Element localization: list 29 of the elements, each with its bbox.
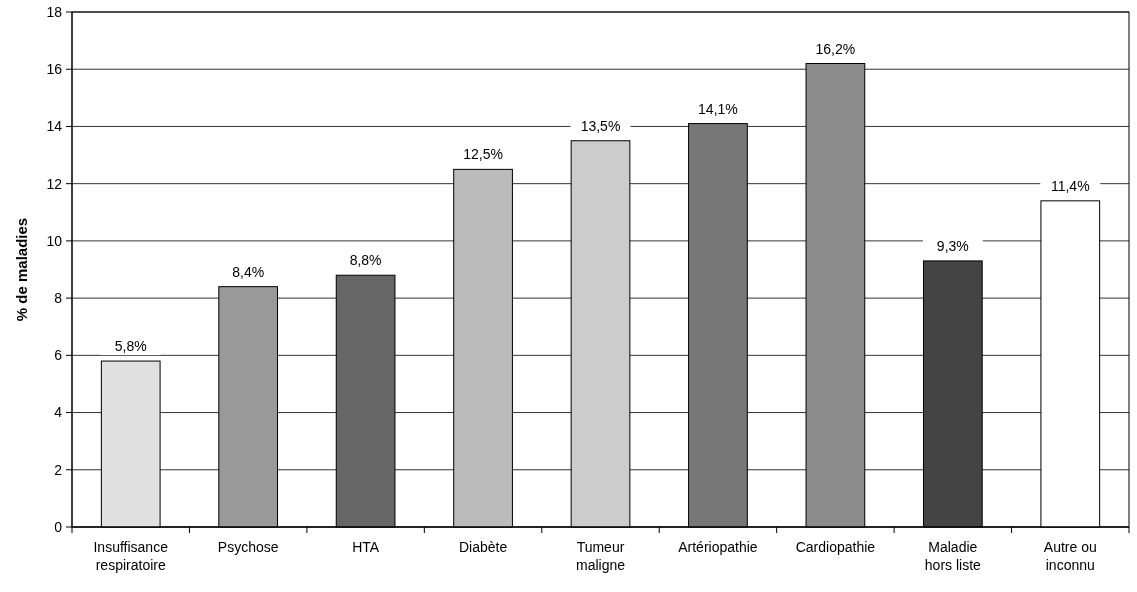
y-tick-label: 2 [54,461,63,478]
y-tick-label: 14 [46,118,63,135]
x-tick-label: Diabète [458,539,508,555]
x-tick-label: Tumeur maligne [575,539,626,573]
x-tick-label: Cardiopathie [795,539,876,555]
y-tick-label: 8 [54,290,63,307]
data-label: 12,5% [463,146,503,163]
x-tick-label: Autre ou inconnu [1043,539,1097,573]
x-tick-label: Artériopathie [678,539,758,555]
y-tick-label: 12 [46,175,63,192]
y-tick-label: 4 [54,404,63,421]
y-axis-title: % de maladies [13,217,30,322]
x-tick-label: Maladie hors liste [924,539,982,573]
data-label: 14,1% [698,100,738,117]
data-label: 16,2% [815,40,856,57]
data-label: 8,4% [232,263,265,280]
data-label: 13,5% [580,117,621,134]
y-tick-label: 0 [54,518,63,535]
y-tick-label: 6 [54,347,63,364]
x-tick-label: Insuffisance respiratoire [93,539,169,573]
data-label: 9,3% [936,237,969,254]
y-tick-label: 10 [46,232,63,249]
data-label: 8,8% [349,252,382,269]
data-label: 11,4% [1050,177,1090,194]
data-label: 5,8% [114,338,147,355]
x-tick-label: Psychose [217,539,279,555]
y-tick-label: 16 [46,61,63,78]
x-tick-label: HTA [352,539,380,555]
y-tick-label: 18 [46,3,63,20]
